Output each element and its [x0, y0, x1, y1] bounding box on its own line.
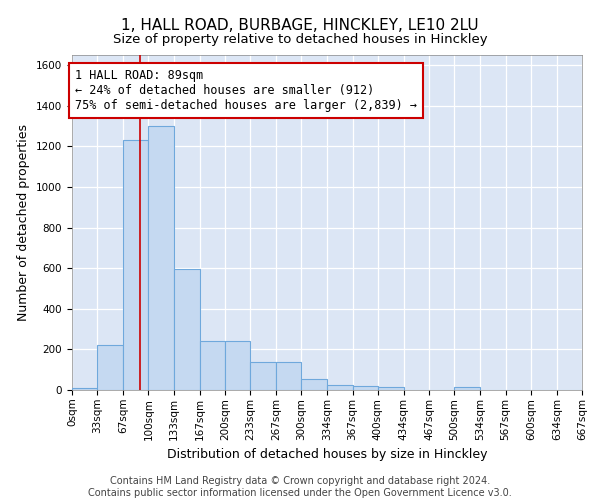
X-axis label: Distribution of detached houses by size in Hinckley: Distribution of detached houses by size …	[167, 448, 487, 461]
Bar	[173, 269, 200, 390]
Bar	[353, 386, 378, 390]
Bar	[72, 388, 97, 390]
Bar	[225, 342, 250, 390]
Bar	[97, 346, 123, 390]
Bar	[454, 387, 481, 390]
Text: 1, HALL ROAD, BURBAGE, HINCKLEY, LE10 2LU: 1, HALL ROAD, BURBAGE, HINCKLEY, LE10 2L…	[121, 18, 479, 32]
Text: Size of property relative to detached houses in Hinckley: Size of property relative to detached ho…	[113, 32, 487, 46]
Bar	[301, 379, 328, 390]
Bar	[276, 362, 301, 390]
Bar	[200, 342, 225, 390]
Text: Contains HM Land Registry data © Crown copyright and database right 2024.
Contai: Contains HM Land Registry data © Crown c…	[88, 476, 512, 498]
Bar	[148, 126, 173, 390]
Bar	[250, 362, 276, 390]
Bar	[123, 140, 148, 390]
Text: 1 HALL ROAD: 89sqm
← 24% of detached houses are smaller (912)
75% of semi-detach: 1 HALL ROAD: 89sqm ← 24% of detached hou…	[75, 69, 417, 112]
Y-axis label: Number of detached properties: Number of detached properties	[17, 124, 31, 321]
Bar	[378, 387, 404, 390]
Bar	[328, 385, 353, 390]
